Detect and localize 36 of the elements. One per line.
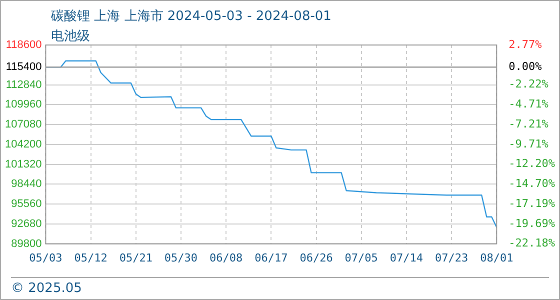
x-tick-label: 07/05 bbox=[344, 251, 378, 264]
x-tick-label: 07/14 bbox=[390, 251, 424, 264]
y2-tick-label: -19.69% bbox=[508, 216, 556, 230]
y-tick-label: 107080 bbox=[4, 118, 42, 131]
x-tick-label: 06/17 bbox=[254, 251, 288, 264]
x-tick-label: 08/01 bbox=[480, 251, 514, 264]
y-tick-label: 112840 bbox=[6, 78, 42, 91]
y2-tick-label: -7.21% bbox=[508, 117, 549, 130]
y-tick-label: 109960 bbox=[4, 98, 42, 111]
y2-tick-label: -9.71% bbox=[508, 137, 549, 150]
y-tick-label: 95560 bbox=[11, 198, 42, 210]
y2-tick-label: -12.20% bbox=[508, 157, 556, 170]
y-tick-label: 104200 bbox=[4, 138, 42, 150]
y2-tick-label: -14.70% bbox=[508, 177, 556, 190]
y-tick-label: 118600 bbox=[6, 39, 42, 52]
y-tick-label: 92680 bbox=[11, 218, 42, 230]
y2-tick-label: -2.22% bbox=[508, 78, 549, 91]
y-tick-label: 89800 bbox=[11, 238, 42, 250]
x-tick-label: 05/21 bbox=[119, 251, 152, 264]
y2-tick-label: 2.77% bbox=[508, 38, 542, 51]
y-tick-label: 101320 bbox=[4, 158, 42, 170]
y2-tick-label: -22.18% bbox=[508, 236, 556, 250]
x-tick-label: 06/26 bbox=[300, 251, 333, 264]
x-tick-label: 05/30 bbox=[164, 251, 198, 264]
x-tick-label: 05/03 bbox=[29, 251, 62, 264]
chart-subtitle: 电池级 bbox=[51, 28, 90, 45]
chart-title: 碳酸锂 上海 上海市 2024-05-03 - 2024-08-01 bbox=[51, 8, 332, 25]
y-tick-label: 98440 bbox=[11, 178, 42, 190]
text: © 2025.05 bbox=[11, 277, 549, 296]
y2-tick-label: -17.19% bbox=[508, 196, 556, 210]
x-tick-label: 05/12 bbox=[74, 251, 108, 264]
y2-tick-label: -4.71% bbox=[508, 97, 549, 110]
y-tick-label: 115400 bbox=[6, 61, 42, 74]
y2-tick-label: 0.00% bbox=[508, 60, 542, 73]
x-tick-label: 07/23 bbox=[434, 251, 468, 264]
x-tick-label: 06/08 bbox=[210, 251, 243, 264]
